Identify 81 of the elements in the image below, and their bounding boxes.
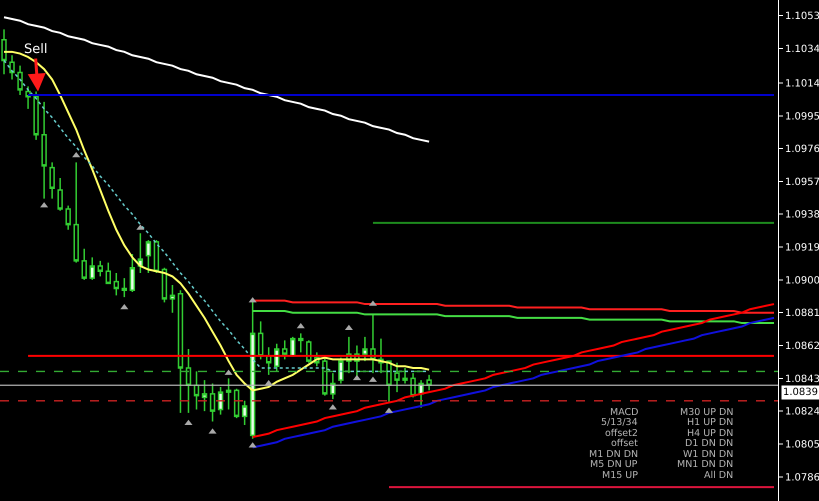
candlestick (274, 343, 280, 372)
candlestick (90, 256, 95, 281)
y-tick-label: 1.0976 (785, 144, 819, 156)
candlestick (194, 370, 200, 410)
y-tick-label: 1.0919 (785, 242, 819, 254)
candlestick (9, 54, 15, 80)
annotation: M15 UP (602, 470, 638, 481)
y-tick-label: 1.0957 (785, 176, 819, 188)
annotation: H4 UP DN (687, 428, 734, 439)
candlestick (338, 356, 344, 384)
candlestick (162, 267, 168, 304)
candlestick (25, 86, 31, 110)
annotation: MN1 DN DN (677, 459, 734, 470)
line-series (3, 16, 430, 143)
annotation: Sell (24, 42, 48, 57)
candlestick (266, 346, 272, 376)
point (72, 152, 80, 158)
line-series (252, 310, 775, 324)
candlestick (82, 248, 87, 281)
candlestick (306, 340, 312, 364)
candlestick (242, 400, 248, 426)
candlestick (386, 360, 392, 404)
candlestick (49, 162, 55, 200)
candlestick (378, 338, 384, 374)
candlestick (346, 336, 352, 374)
candlestick (402, 367, 408, 384)
y-tick-label: 1.1053 (785, 11, 819, 22)
candlestick (65, 204, 71, 231)
candlestick (130, 253, 136, 293)
candlestick (170, 284, 176, 314)
candlestick (154, 239, 160, 274)
candlestick (1, 28, 7, 76)
candlestick (314, 352, 320, 367)
candlestick (138, 232, 144, 274)
candlestick (234, 388, 240, 419)
candlestick (370, 314, 376, 374)
candlestick (186, 348, 192, 414)
candlestick (106, 262, 111, 284)
annotation: All DN (704, 470, 734, 481)
candlestick (202, 379, 208, 412)
candlestick (178, 289, 184, 414)
candlestick (57, 177, 63, 212)
candlestick (362, 336, 368, 362)
candlestick (298, 332, 304, 354)
candlestick (426, 374, 432, 392)
point (352, 374, 361, 380)
candlestick (290, 336, 296, 357)
annotation: offset2 (605, 428, 638, 439)
y-tick-label: 1.0786 (785, 472, 819, 484)
candlestick (122, 277, 128, 298)
y-tick-label: 1.0862 (785, 341, 819, 352)
candlestick (226, 378, 232, 410)
y-tick-label: 1.0900 (785, 275, 819, 286)
candlestick (73, 162, 79, 264)
candlestick (41, 101, 47, 200)
y-tick-label: 1.0938 (785, 210, 819, 221)
y-tick-label: 1.0881 (785, 308, 819, 320)
annotation: H1 UP DN (687, 417, 734, 428)
annotation: offset (611, 438, 638, 449)
annotation: M30 UP DN (680, 407, 734, 418)
ref-line-label: 1.0839 (783, 387, 818, 398)
candlestick (218, 386, 224, 416)
candlestick (98, 260, 103, 278)
annotation: D1 DN DN (685, 438, 734, 449)
y-tick-label: 1.0995 (785, 111, 819, 122)
annotation: MACD (610, 407, 638, 418)
annotation: W1 DN DN (683, 449, 734, 460)
point (208, 428, 217, 434)
candlestick (330, 372, 336, 400)
candlestick (394, 362, 400, 393)
y-tick-label: 1.0805 (785, 439, 819, 450)
y-tick-label: 1.0843 (785, 374, 819, 385)
candlestick (114, 272, 120, 296)
candlestick (282, 340, 288, 360)
annotation: M5 DN UP (590, 459, 638, 470)
candlestick (210, 382, 216, 422)
candlestick (258, 320, 264, 360)
annotation: 5/13/34 (601, 417, 638, 428)
annotation: M1 DN DN (589, 449, 638, 460)
candlestick (17, 64, 23, 96)
candlestick (146, 239, 152, 274)
